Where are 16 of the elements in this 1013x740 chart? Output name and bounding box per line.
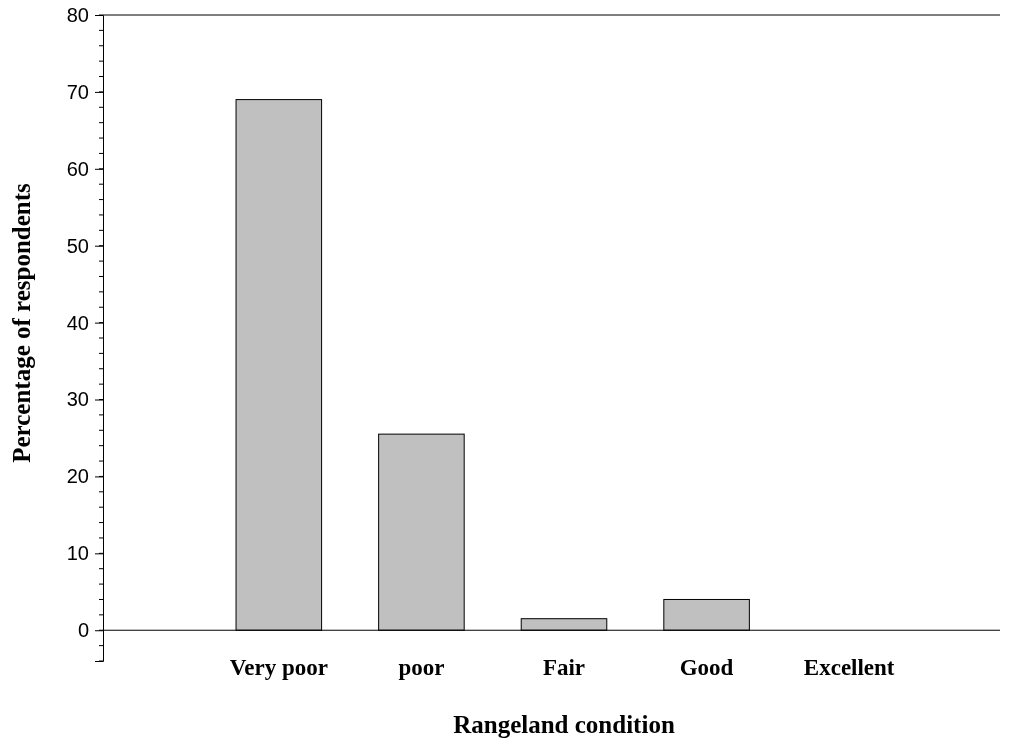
y-tick-label: 20	[66, 465, 89, 488]
x-tick-label: poor	[398, 655, 445, 680]
y-tick-label: 0	[77, 619, 89, 642]
y-tick-label: 50	[66, 234, 89, 257]
x-tick-label: Good	[679, 655, 734, 680]
y-tick-label: 10	[66, 542, 89, 565]
y-tick-label: 40	[66, 311, 89, 334]
y-tick-label: 60	[66, 157, 89, 180]
y-tick-label: 30	[66, 388, 89, 411]
x-tick-label: Fair	[542, 655, 586, 680]
x-axis-title: Rangeland condition	[453, 711, 675, 738]
y-tick-label: 70	[66, 80, 89, 103]
y-axis-title: Percentage of respondents	[8, 182, 35, 463]
x-tick-label: Very poor	[229, 655, 328, 680]
y-tick-label: 80	[66, 3, 89, 26]
x-tick-label: Excellent	[803, 655, 895, 680]
